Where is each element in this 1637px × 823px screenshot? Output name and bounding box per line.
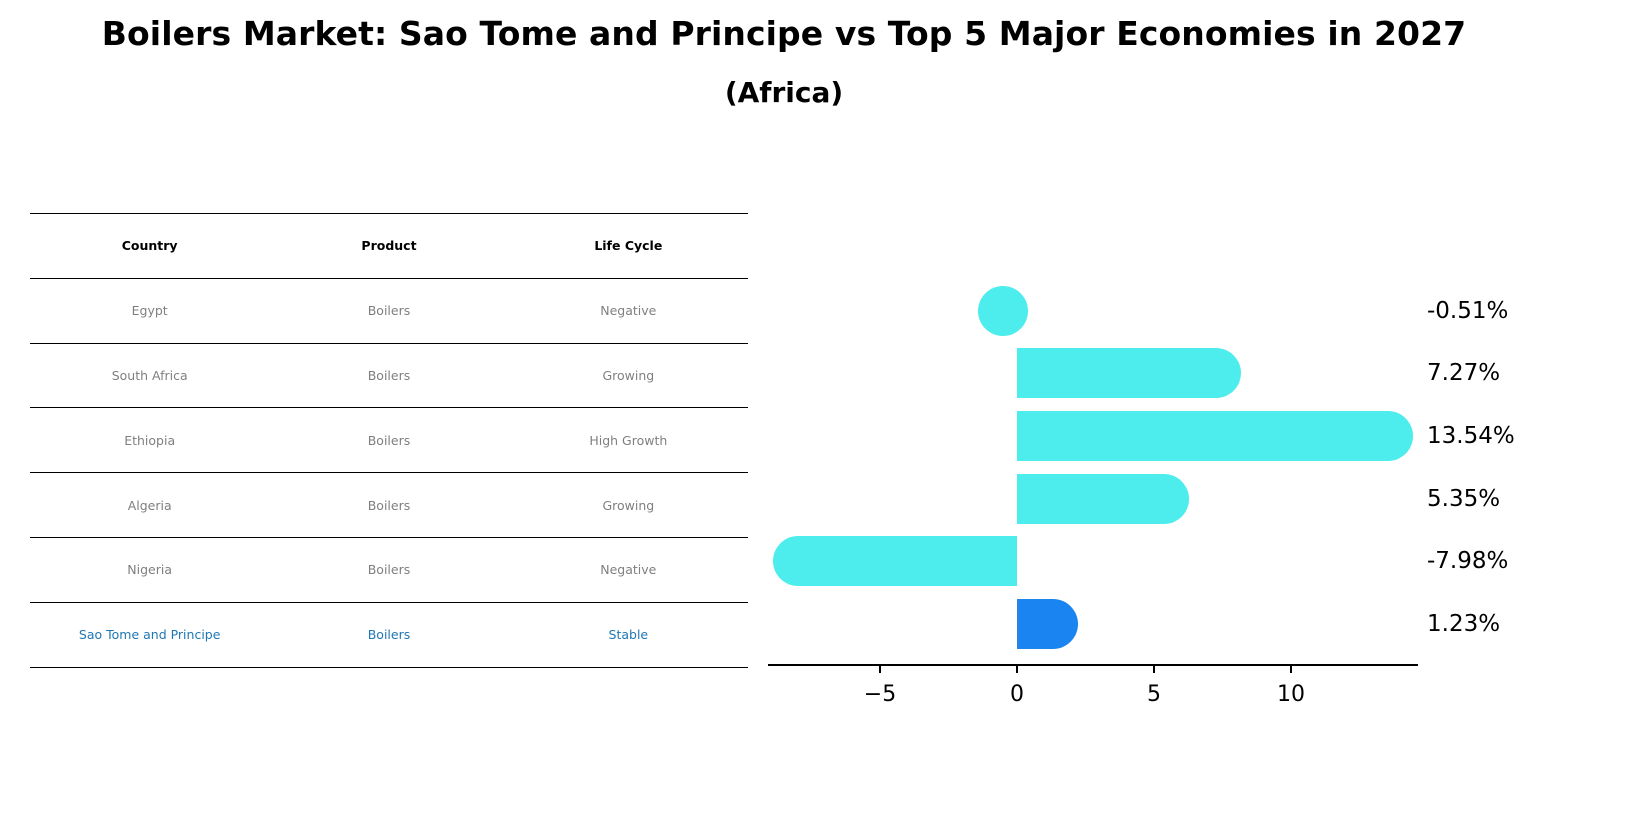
table-row: South Africa Boilers Growing [30, 342, 748, 408]
x-tick [1016, 666, 1018, 673]
cell-life-cycle: Stable [608, 627, 649, 643]
comparison-table: Country Product Life Cycle Egypt Boilers… [30, 213, 748, 668]
value-label: 1.23% [1427, 611, 1501, 637]
cell-life-cycle: Growing [602, 367, 655, 383]
table-row-highlighted: Sao Tome and Principe Boilers Stable [30, 601, 748, 668]
x-tick [1290, 666, 1292, 673]
cell-product: Boilers [367, 497, 411, 513]
cell-product: Boilers [367, 367, 411, 383]
cell-product: Boilers [367, 627, 411, 643]
cell-country: Ethiopia [124, 432, 176, 448]
value-label: -7.98% [1427, 548, 1509, 574]
x-tick [879, 666, 881, 673]
table-row: Ethiopia Boilers High Growth [30, 407, 748, 472]
bar [978, 286, 1029, 336]
value-label: 13.54% [1427, 423, 1515, 449]
cell-product: Boilers [367, 432, 411, 448]
table-row: Egypt Boilers Negative [30, 277, 748, 343]
x-tick-label: 10 [1277, 682, 1305, 707]
bar [1017, 599, 1078, 649]
value-label: -0.51% [1427, 298, 1509, 324]
x-tick-label: 0 [1010, 682, 1024, 707]
cell-country: Nigeria [127, 562, 173, 578]
chart-subtitle: (Africa) [724, 76, 844, 109]
cell-product: Boilers [367, 562, 411, 578]
header-country: Country [121, 238, 178, 254]
x-tick [1153, 666, 1155, 673]
bar [1017, 411, 1413, 461]
header-life-cycle: Life Cycle [594, 238, 663, 254]
bar [1017, 348, 1242, 398]
cell-country: Sao Tome and Principe [78, 627, 221, 643]
chart-title: Boilers Market: Sao Tome and Principe vs… [101, 14, 1467, 53]
value-label: 5.35% [1427, 486, 1501, 512]
x-tick-label: −5 [863, 682, 897, 707]
cell-life-cycle: Negative [600, 562, 657, 578]
table-row: Nigeria Boilers Negative [30, 536, 748, 602]
table-row: Algeria Boilers Growing [30, 472, 748, 537]
cell-life-cycle: Growing [602, 497, 655, 513]
cell-country: Algeria [127, 497, 172, 513]
value-label: 7.27% [1427, 360, 1501, 386]
bar [773, 536, 1017, 586]
header-product: Product [361, 238, 417, 254]
bar [1017, 474, 1189, 524]
table-header-row: Country Product Life Cycle [30, 213, 748, 278]
x-axis-line [768, 664, 1418, 666]
cell-life-cycle: Negative [600, 303, 657, 319]
x-tick-label: 5 [1147, 682, 1161, 707]
cell-country: Egypt [131, 303, 168, 319]
cell-product: Boilers [367, 303, 411, 319]
cell-life-cycle: High Growth [589, 432, 668, 448]
cell-country: South Africa [111, 367, 188, 383]
